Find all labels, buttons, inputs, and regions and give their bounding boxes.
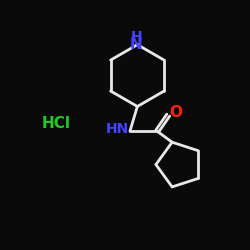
Text: O: O <box>170 105 183 120</box>
Text: N: N <box>130 37 142 52</box>
Text: HCl: HCl <box>41 116 70 131</box>
Text: HN: HN <box>106 122 129 136</box>
Text: H: H <box>130 30 142 44</box>
